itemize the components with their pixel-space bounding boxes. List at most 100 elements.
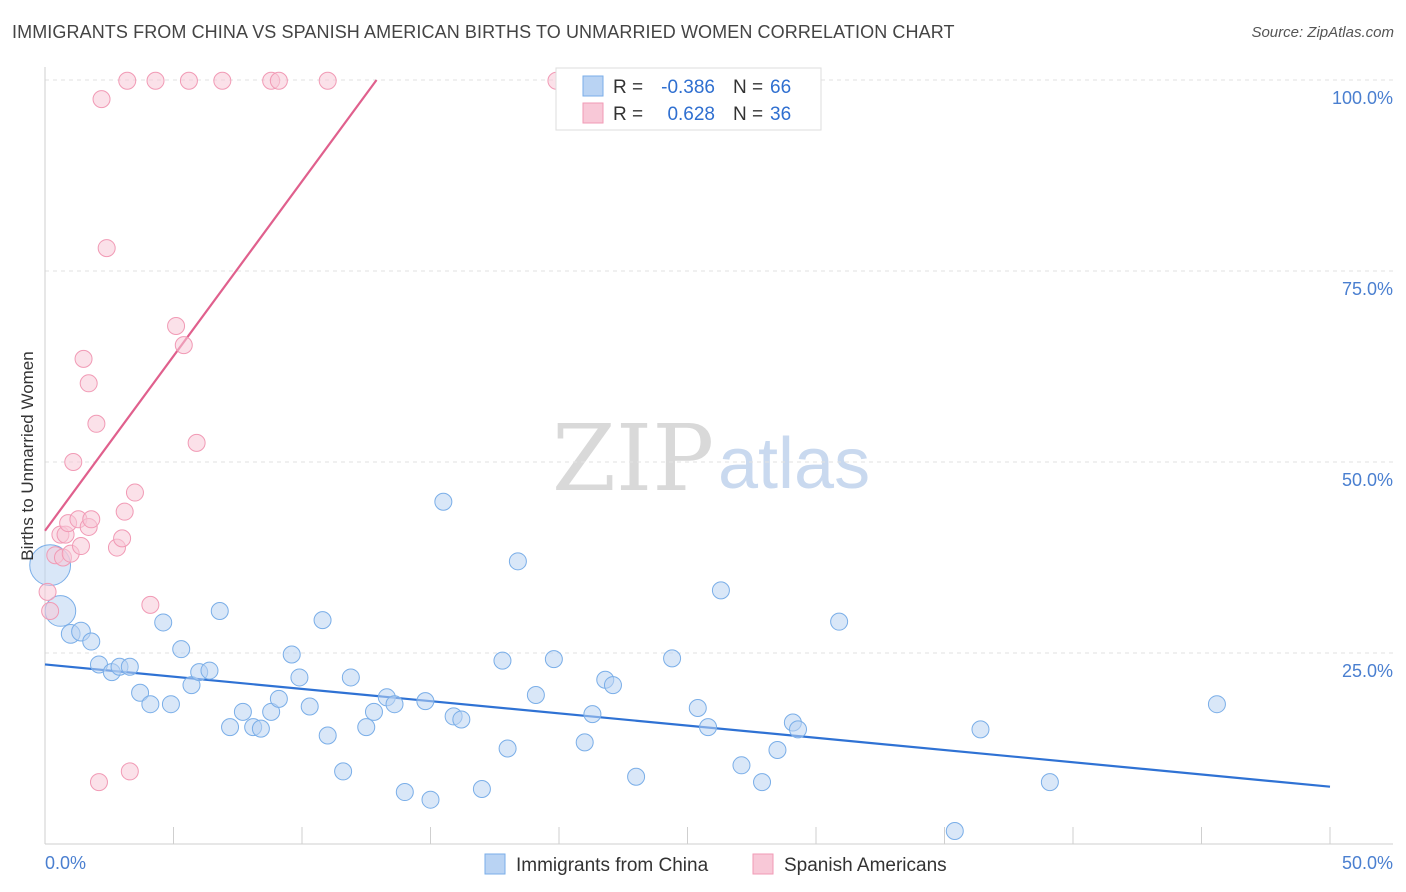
china-point-32 — [364, 702, 383, 721]
china-point-36 — [416, 692, 435, 711]
y-tick-label-100: 100.0% — [1332, 88, 1393, 108]
chart-title: IMMIGRANTS FROM CHINA VS SPANISH AMERICA… — [12, 22, 955, 42]
spanish-point-17 — [92, 90, 111, 109]
bottom-legend-swatch-spanish — [752, 853, 774, 875]
china-point-9 — [131, 683, 150, 702]
stats-legend: R = -0.386 N = 66 R = 0.628 N = 36 — [555, 67, 822, 131]
spanish-point-0 — [38, 582, 57, 601]
watermark-atlas: atlas — [718, 424, 870, 504]
china-point-10 — [141, 695, 160, 714]
spanish-point-18 — [97, 239, 116, 258]
china-point-39 — [452, 710, 471, 729]
china-point-40 — [434, 492, 453, 511]
spanish-point-12 — [79, 374, 98, 393]
china-point-42 — [493, 651, 512, 670]
china-point-31 — [357, 718, 376, 737]
china-point-26 — [300, 697, 319, 716]
china-point-29 — [334, 762, 353, 781]
spanish-point-11 — [74, 349, 93, 368]
china-point-17 — [210, 601, 229, 620]
spanish-point-30 — [187, 433, 206, 452]
china-point-54 — [699, 718, 718, 737]
spanish-point-24 — [125, 483, 144, 502]
china-point-62 — [945, 822, 964, 841]
china-point-8 — [120, 657, 139, 676]
spanish-point-20 — [113, 529, 132, 548]
legend-r-label-china: R = — [613, 77, 643, 98]
spanish-point-23 — [120, 762, 139, 781]
legend-n-label-spanish: N = — [733, 104, 763, 125]
source-label: Source: ZipAtlas.com — [1251, 24, 1394, 41]
china-point-47 — [575, 733, 594, 752]
x-ticks — [44, 827, 1331, 844]
china-point-35 — [395, 783, 414, 802]
spanish-trend-line — [44, 79, 378, 532]
spanish-point-34 — [318, 71, 337, 90]
china-point-25 — [290, 668, 309, 687]
china-point-34 — [385, 695, 404, 714]
china-point-43 — [498, 739, 517, 758]
x-tick-label-0: 0.0% — [45, 853, 86, 873]
china-point-53 — [688, 699, 707, 718]
watermark-zip: ZIP — [552, 405, 714, 512]
legend-n-value-china: 66 — [770, 77, 791, 98]
y-tick-label-25: 25.0% — [1342, 661, 1393, 681]
spanish-point-25 — [141, 595, 160, 614]
spanish-point-21 — [115, 502, 134, 521]
china-point-4 — [82, 632, 101, 651]
trend-lines — [44, 79, 1331, 788]
china-point-63 — [971, 720, 990, 739]
spanish-point-8 — [64, 453, 83, 471]
legend-swatch-spanish — [582, 102, 604, 124]
y-axis-title: Births to Unmarried Women — [18, 351, 37, 560]
spanish-point-15 — [87, 414, 106, 433]
data-points — [29, 71, 1226, 841]
spanish-point-29 — [179, 71, 198, 90]
y-tick-label-75: 75.0% — [1342, 279, 1393, 299]
china-point-46 — [544, 650, 563, 669]
china-point-18 — [221, 718, 240, 737]
china-point-37 — [421, 790, 440, 809]
china-point-60 — [789, 720, 808, 739]
china-point-64 — [1040, 773, 1059, 792]
china-point-24 — [282, 645, 301, 664]
spanish-point-22 — [118, 71, 137, 90]
legend-swatch-china — [582, 75, 604, 97]
legend-n-value-spanish: 36 — [770, 104, 791, 125]
spanish-point-28 — [174, 336, 193, 355]
china-point-30 — [341, 668, 360, 687]
spanish-point-31 — [213, 71, 232, 90]
series-legend: Immigrants from China Spanish Americans — [484, 853, 947, 876]
china-point-56 — [732, 756, 751, 775]
china-point-44 — [508, 552, 527, 571]
china-point-48 — [583, 705, 602, 724]
legend-r-value-china: -0.386 — [661, 77, 715, 98]
china-point-58 — [768, 741, 787, 760]
china-point-57 — [753, 773, 772, 792]
legend-r-label-spanish: R = — [613, 104, 643, 125]
china-point-23 — [269, 689, 288, 708]
legend-r-value-spanish: 0.628 — [667, 104, 715, 125]
china-point-61 — [830, 612, 849, 631]
y-tick-label-50: 50.0% — [1342, 470, 1393, 490]
china-point-41 — [472, 779, 491, 798]
bottom-legend-label-spanish: Spanish Americans — [784, 855, 947, 876]
spanish-point-27 — [167, 317, 186, 336]
spanish-point-26 — [146, 71, 165, 90]
china-point-16 — [200, 661, 219, 680]
spanish-point-33 — [269, 71, 288, 90]
china-point-51 — [627, 767, 646, 786]
spanish-point-10 — [71, 537, 90, 556]
china-point-65 — [1207, 695, 1226, 714]
china-point-12 — [161, 695, 180, 714]
china-point-11 — [154, 613, 173, 632]
china-point-45 — [526, 686, 545, 705]
china-point-28 — [318, 726, 337, 745]
china-trend-line — [44, 663, 1331, 788]
china-point-52 — [663, 649, 682, 668]
spanish-point-1 — [41, 601, 60, 620]
china-point-19 — [233, 702, 252, 721]
legend-n-label-china: N = — [733, 77, 763, 98]
bottom-legend-label-china: Immigrants from China — [516, 855, 709, 876]
